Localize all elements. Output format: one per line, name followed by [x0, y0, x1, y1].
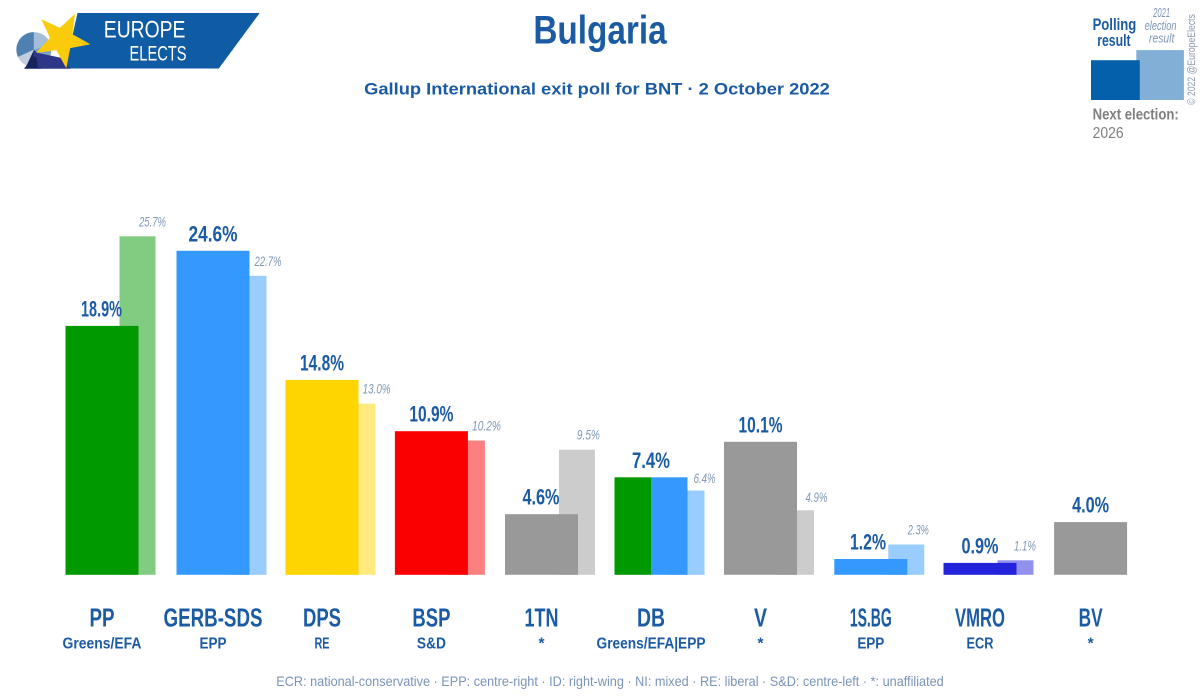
svg-text:EUROPE: EUROPE	[104, 15, 186, 43]
svg-text:result: result	[1149, 33, 1175, 46]
svg-text:Gallup International exit poll: Gallup International exit poll for BNT ·…	[364, 79, 830, 98]
svg-text:14.8%: 14.8%	[300, 352, 344, 376]
svg-text:24.6%: 24.6%	[189, 222, 238, 246]
svg-text:*: *	[1088, 635, 1095, 652]
svg-text:ECR: ECR	[967, 635, 994, 652]
svg-text:10.1%: 10.1%	[739, 414, 783, 438]
svg-text:V: V	[754, 603, 767, 632]
svg-text:Greens/EFA|EPP: Greens/EFA|EPP	[597, 636, 706, 653]
svg-text:0.9%: 0.9%	[962, 535, 999, 559]
svg-text:1.1%: 1.1%	[1014, 539, 1036, 554]
svg-text:22.7%: 22.7%	[254, 254, 282, 269]
svg-text:Bulgaria: Bulgaria	[533, 7, 667, 52]
svg-text:2021: 2021	[1152, 8, 1170, 21]
svg-text:GERB-SDS: GERB-SDS	[164, 604, 263, 632]
svg-text:*: *	[538, 635, 545, 652]
svg-text:25.7%: 25.7%	[138, 215, 166, 230]
svg-text:10.9%: 10.9%	[409, 403, 453, 427]
svg-text:18.9%: 18.9%	[81, 296, 122, 321]
svg-text:RE: RE	[315, 634, 330, 651]
svg-text:S&D: S&D	[417, 636, 446, 653]
svg-text:4.0%: 4.0%	[1072, 494, 1109, 518]
svg-text:4.6%: 4.6%	[523, 486, 560, 510]
svg-text:EPP: EPP	[200, 635, 227, 652]
svg-text:Polling: Polling	[1093, 15, 1137, 34]
svg-text:© 2022 @EuropeElects: © 2022 @EuropeElects	[1186, 14, 1198, 105]
svg-text:1S.BG: 1S.BG	[850, 604, 892, 633]
svg-text:2.3%: 2.3%	[907, 524, 929, 538]
svg-text:DPS: DPS	[303, 603, 341, 632]
svg-text:13.0%: 13.0%	[363, 381, 391, 397]
svg-text:Next election:: Next election:	[1093, 106, 1179, 123]
svg-text:1TN: 1TN	[525, 603, 559, 632]
svg-text:PP: PP	[90, 604, 115, 632]
svg-text:BSP: BSP	[412, 603, 450, 632]
svg-text:ELECTS: ELECTS	[130, 42, 187, 65]
svg-text:Greens/EFA: Greens/EFA	[63, 636, 142, 653]
svg-text:7.4%: 7.4%	[632, 449, 670, 474]
svg-text:result: result	[1097, 32, 1130, 50]
svg-text:10.2%: 10.2%	[472, 418, 501, 434]
svg-text:*: *	[757, 635, 764, 652]
svg-text:BV: BV	[1079, 603, 1103, 632]
svg-text:EPP: EPP	[857, 635, 884, 652]
svg-text:VMRO: VMRO	[955, 604, 1005, 632]
svg-text:DB: DB	[637, 604, 665, 632]
svg-text:1.2%: 1.2%	[850, 531, 886, 555]
svg-text:6.4%: 6.4%	[694, 471, 716, 486]
svg-text:2026: 2026	[1093, 124, 1124, 142]
svg-text:9.5%: 9.5%	[577, 427, 600, 443]
svg-text:4.9%: 4.9%	[806, 490, 828, 505]
svg-text:ECR: national-conservative · E: ECR: national-conservative · EPP: centre…	[276, 674, 943, 689]
svg-text:election: election	[1145, 20, 1177, 34]
